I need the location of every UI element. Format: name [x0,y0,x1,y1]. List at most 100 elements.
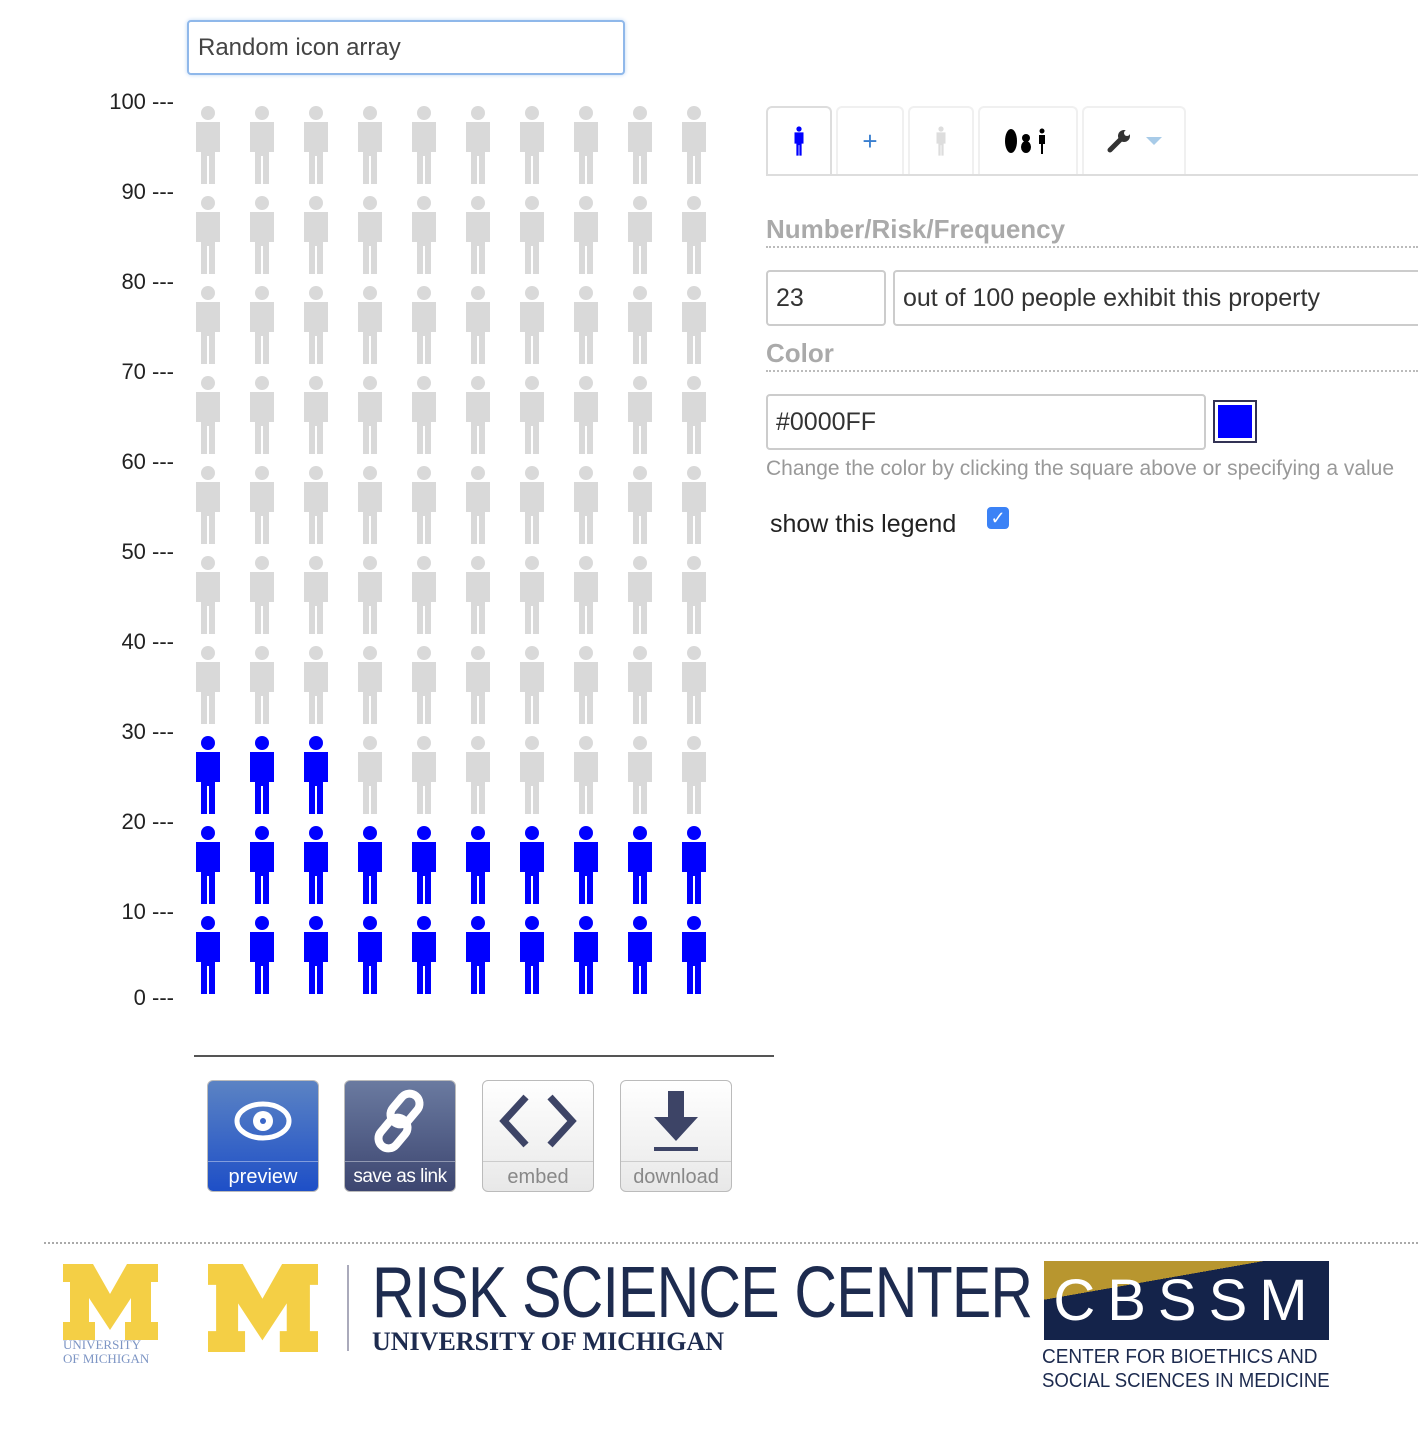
person-icon [358,466,382,544]
person-icon [628,556,652,634]
person-icon [304,466,328,544]
tab-add[interactable]: + [836,106,904,174]
person-icon [628,286,652,364]
person-icon [358,736,382,814]
y-axis-label: 0 --- [133,985,174,1010]
legend-checkbox[interactable]: ✓ [987,507,1009,529]
person-icon [412,556,436,634]
number-input[interactable]: 23 [766,270,886,326]
person-icon [520,196,544,274]
person-icon [682,466,706,544]
legend-label: show this legend [770,510,957,538]
person-icon [412,736,436,814]
person-icon [412,286,436,364]
person-icon-highlighted [358,826,382,904]
person-icon [358,376,382,454]
save-as-link-button[interactable]: save as link [344,1080,456,1192]
tab-settings[interactable] [1082,106,1186,174]
person-icon [304,646,328,724]
person-icon-highlighted [304,736,328,814]
person-icon [466,646,490,724]
person-icon [304,106,328,184]
save-as-link-label: save as link [345,1161,455,1191]
person-icon [250,556,274,634]
preview-label: preview [208,1161,318,1191]
person-icon [358,106,382,184]
person-icon [574,106,598,184]
person-icon [682,196,706,274]
person-blue-icon [794,126,804,156]
person-icon [628,376,652,454]
person-icon [628,466,652,544]
person-icon [196,286,220,364]
person-icon [412,196,436,274]
person-icon [574,556,598,634]
wrench-icon [1107,130,1130,153]
preview-button[interactable]: preview [207,1080,319,1192]
person-icon-highlighted [628,916,652,994]
person-icon [412,106,436,184]
cbssm-line2: SOCIAL SCIENCES IN MEDICINE [1042,1370,1330,1392]
download-button[interactable]: download [620,1080,732,1192]
number-heading: Number/Risk/Frequency [766,214,1418,248]
person-icon [682,286,706,364]
person-icon [628,106,652,184]
person-icon [466,106,490,184]
person-icon [412,646,436,724]
person-icon-highlighted [358,916,382,994]
icon-shapes-icon [1005,128,1045,154]
person-icon [358,286,382,364]
tab-divider [766,174,1418,176]
person-icon [628,196,652,274]
person-icon [412,376,436,454]
person-icon [304,556,328,634]
person-icon-highlighted [682,826,706,904]
person-icon-highlighted [466,916,490,994]
rsc-m-logo [208,1264,318,1352]
person-icon-highlighted [250,826,274,904]
person-icon-highlighted [466,826,490,904]
y-axis-label: 70 --- [121,359,174,384]
tab-icon-color[interactable] [766,106,832,174]
person-icon [304,376,328,454]
eye-icon [208,1081,318,1161]
person-icon [682,106,706,184]
person-icon [358,646,382,724]
color-swatch[interactable] [1213,400,1257,443]
person-icon [574,466,598,544]
person-icon-highlighted [250,916,274,994]
person-icon [628,646,652,724]
person-icon-highlighted [520,826,544,904]
person-icon-highlighted [196,826,220,904]
person-icon [466,556,490,634]
person-icon [196,646,220,724]
color-input[interactable]: #0000FF [766,394,1206,450]
plus-icon: + [862,126,878,156]
person-icon [250,376,274,454]
um-m-logo [63,1264,158,1340]
person-icon-highlighted [412,826,436,904]
person-icon [574,736,598,814]
y-axis-label: 30 --- [121,719,174,744]
code-icon [483,1081,593,1161]
title-input[interactable] [187,20,625,75]
person-gray-icon [936,126,946,156]
embed-button[interactable]: embed [482,1080,594,1192]
person-icon [574,376,598,454]
link-icon [345,1081,455,1161]
person-icon [574,196,598,274]
tab-icon-shape[interactable] [978,106,1078,174]
person-icon-highlighted [574,826,598,904]
footer-divider [44,1242,1418,1244]
person-icon [682,556,706,634]
person-icon [520,556,544,634]
person-icon [196,556,220,634]
person-icon [358,196,382,274]
person-icon [304,286,328,364]
person-icon [520,466,544,544]
axis-line [194,1055,774,1057]
embed-label: embed [483,1161,593,1191]
person-icon [196,466,220,544]
y-axis-label: 50 --- [121,539,174,564]
tab-base-icon[interactable] [908,106,974,174]
